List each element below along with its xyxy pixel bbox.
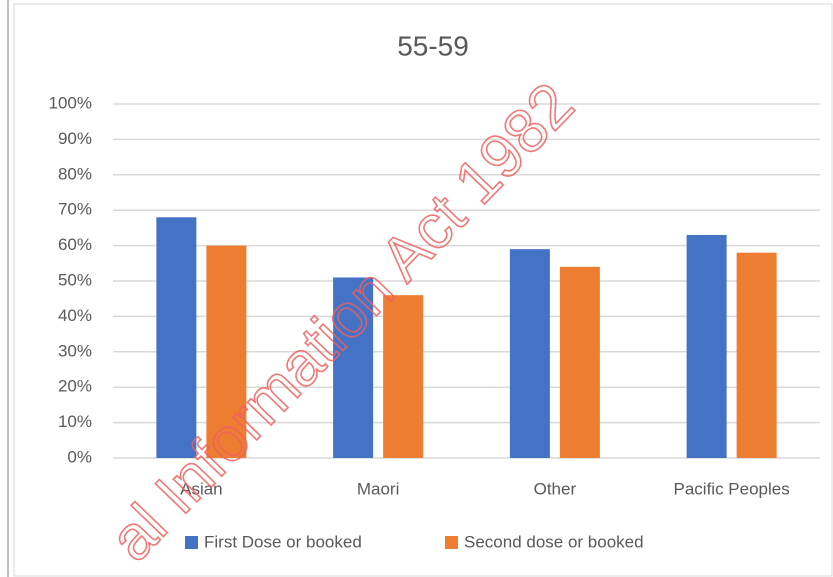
legend-swatch xyxy=(185,536,198,549)
bar xyxy=(686,234,727,458)
y-tick-label: 20% xyxy=(58,377,92,396)
legend-label: First Dose or booked xyxy=(204,532,362,551)
x-tick-label: Asian xyxy=(180,479,223,498)
legend-label: Second dose or booked xyxy=(464,532,644,551)
x-tick-label: Maori xyxy=(357,479,400,498)
y-tick-label: 0% xyxy=(67,447,92,466)
x-tick-label: Pacific Peoples xyxy=(674,479,790,498)
bar xyxy=(509,249,550,458)
bar xyxy=(156,217,197,458)
y-tick-label: 100% xyxy=(49,93,92,112)
bar xyxy=(333,277,374,458)
y-tick-label: 80% xyxy=(58,164,92,183)
y-tick-label: 70% xyxy=(58,200,92,219)
y-tick-label: 10% xyxy=(58,412,92,431)
y-tick-label: 60% xyxy=(58,235,92,254)
x-tick-label: Other xyxy=(534,479,577,498)
bar xyxy=(559,266,600,458)
chart-title: 55-59 xyxy=(397,30,469,61)
y-tick-label: 90% xyxy=(58,129,92,148)
y-tick-label: 50% xyxy=(58,270,92,289)
legend-swatch xyxy=(445,536,458,549)
bar xyxy=(206,245,247,458)
bar xyxy=(383,295,424,458)
y-tick-label: 40% xyxy=(58,306,92,325)
bar xyxy=(736,252,777,458)
y-tick-label: 30% xyxy=(58,341,92,360)
